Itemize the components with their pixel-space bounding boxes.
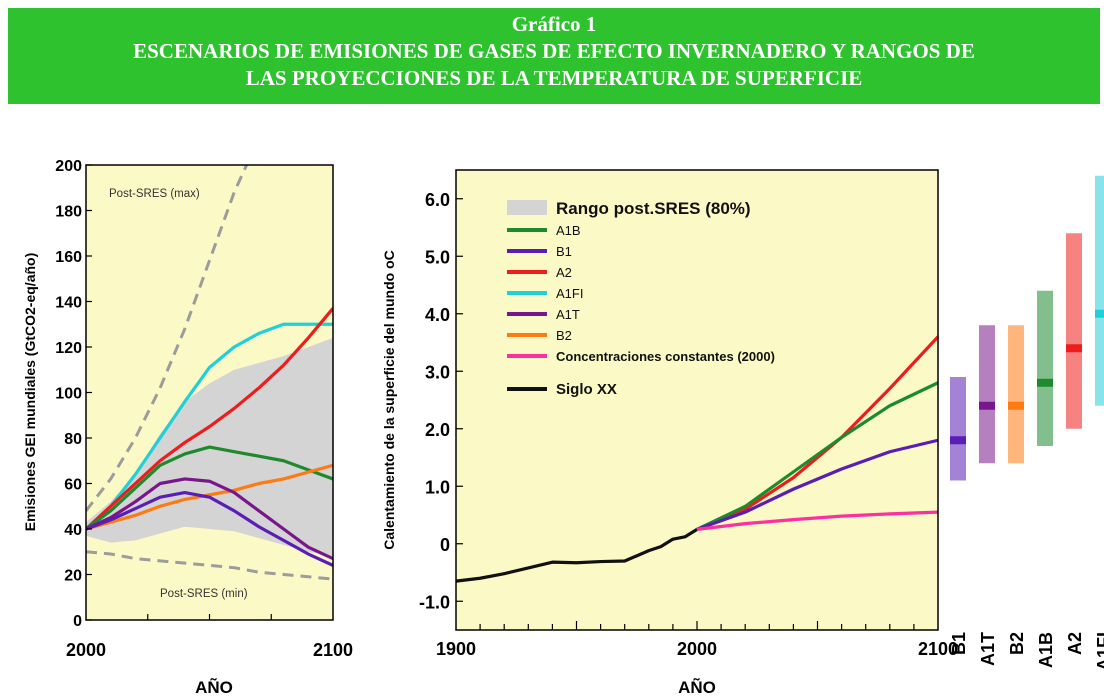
emissions-y-tick-label: 80 [64,431,82,448]
best-estimate-a1t [979,401,995,410]
legend-label-a1b: A1B [556,223,581,238]
emissions-y-tick-label: 120 [55,340,82,357]
temperature-x-tick-label: 2000 [677,639,717,659]
temperature-y-tick-label: 0 [440,535,450,555]
legend-label-a1t: A1T [556,307,580,322]
chart-title-line-2: LAS PROYECCIONES DE LA TEMPERATURA DE SU… [245,66,863,90]
range-bar-b1 [950,377,966,481]
temperature-x-tick-label: 1900 [436,639,476,659]
emissions-series-a1fi [86,322,333,531]
emissions-series-a1t [86,477,333,561]
emissions-y-tick-label: 40 [64,522,82,539]
temperature-x-tick-label: 2100 [918,639,958,659]
emissions-series-a1b [86,445,333,531]
chart-header: Gráfico 1 ESCENARIOS DE EMISIONES DE GAS… [8,8,1100,104]
range-bar-a1t [979,325,995,464]
temperature-series-siglo-xx [455,528,698,583]
emissions-y-tick-label: 180 [55,204,82,221]
temperature-x-axis-label: AÑO [678,677,716,697]
post-sres-max-label: Post-SRES (max) [109,188,200,200]
temperature-plot-area [456,170,938,630]
best-estimate-b1 [950,436,966,445]
emissions-series-b2 [86,463,333,531]
temperature-panel: -1.0 0 1.0 2.0 3.0 4.0 5.0 6.0 1900 2000 2100 AÑO Ca… [381,169,958,697]
temperature-series-b1 [696,438,939,531]
temperature-series-concentraciones-constantes-2000- [696,510,939,531]
best-estimate-a1b [1037,378,1053,387]
range-bar-a1fi [1095,175,1104,406]
temperature-y-tick-label: 1.0 [425,477,450,497]
emissions-y-tick-label: 20 [64,568,82,585]
temperature-y-tick-label: 2.0 [425,420,450,440]
post-sres-min-label: Post-SRES (min) [160,588,248,600]
temperature-y-tick-label: 6.0 [425,190,450,210]
range-bar-b2 [1008,325,1024,464]
best-estimate-a2 [1066,344,1082,353]
emissions-series-b1 [86,491,333,567]
emissions-x-tick-label: 2000 [66,640,106,660]
range-bar-label-b2: B2 [1007,632,1027,655]
emissions-y-tick-label: 140 [55,295,82,312]
legend-label-a1fi: A1FI [556,286,583,301]
post-sres-min-line [86,550,333,581]
temperature-y-tick-label: -1.0 [419,592,450,612]
temperature-y-tick-label: 4.0 [425,305,450,325]
best-estimate-a1fi [1095,309,1104,318]
legend-label-concentraciones-constantes-2000-: Concentraciones constantes (2000) [556,349,775,364]
range-bar-a1b [1037,290,1053,446]
emissions-y-tick-label: 60 [64,477,82,494]
temperature-y-axis-label: Calentamiento de la superficie del mundo… [381,250,397,550]
temperature-series-a2 [696,335,940,531]
best-estimate-b2 [1008,401,1024,410]
range-bar-a2 [1066,233,1082,429]
legend-label-a2: A2 [556,265,572,280]
emissions-y-tick-label: 100 [55,386,82,403]
chart-number: Gráfico 1 [511,12,597,36]
emissions-y-tick-label: 0 [73,613,82,630]
range-bar-label-a1fi: A1FI [1094,632,1104,671]
legend-label-band: Rango post.SRES (80%) [556,199,751,218]
chart-title-line-1: ESCENARIOS DE EMISIONES DE GASES DE EFEC… [133,39,975,63]
range-bar-label-a1b: A1B [1036,632,1056,668]
emissions-y-axis-label: Emisiones GEI mundiales (GtCO2-eq/año) [22,253,38,532]
legend-label-b1: B1 [556,244,572,259]
emissions-x-tick-label: 2100 [313,640,353,660]
emissions-x-axis-label: AÑO [195,677,233,697]
temperature-y-tick-label: 5.0 [425,247,450,267]
temperature-y-tick-label: 3.0 [425,362,450,382]
range-bar-label-b1: B1 [949,632,969,655]
range-bar-label-a2: A2 [1065,632,1085,655]
temperature-series-a1b [696,381,939,531]
range-bar-label-a1t: A1T [978,632,998,666]
range-bars-panel: B1 A1T B2 A1B A2 A1FI [949,175,1104,671]
emissions-plot-content [86,165,333,581]
emissions-y-tick-label: 160 [55,249,82,266]
emissions-series-a2 [86,307,333,531]
emissions-y-tick-label: 200 [55,158,82,175]
emissions-panel: 0 20 40 60 80 100 120 140 160 180 200 2000 2100 AÑO Em… [22,158,353,697]
legend-swatch-band [507,200,547,215]
legend-label-siglo-xx: Siglo XX [556,381,617,398]
legend-label-b2: B2 [556,328,572,343]
